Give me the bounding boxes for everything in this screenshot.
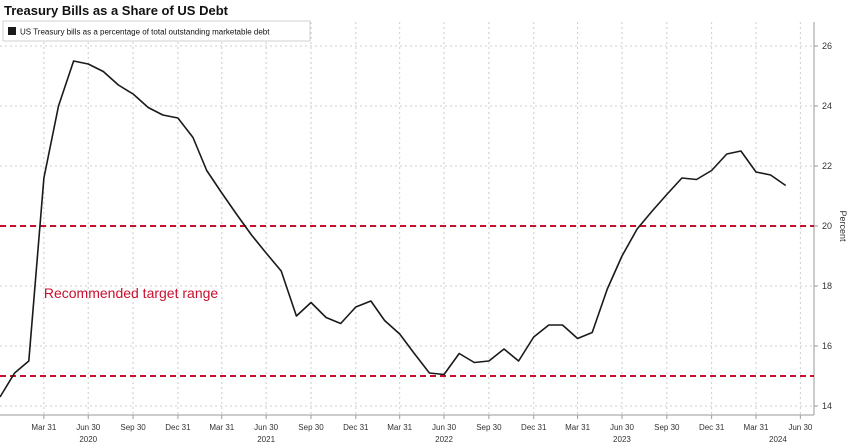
annotations: Recommended target range	[44, 285, 219, 301]
x-axis-ticks: Mar 31 Jun 30 Sep 30 Dec 31 Mar 31 Jun 30 Sep …	[31, 415, 813, 432]
y-tick-label: 24	[822, 101, 832, 111]
x-tick-label: Dec 31	[699, 423, 725, 432]
x-year-label: 2023	[613, 435, 631, 444]
y-tick-label: 16	[822, 341, 832, 351]
x-tick-label: Dec 31	[343, 423, 369, 432]
x-year-label: 2022	[435, 435, 453, 444]
x-tick-label: Sep 30	[298, 423, 324, 432]
y-axis-ticks: 14 16 18 20 22 24 26	[814, 41, 832, 411]
x-year-label: 2024	[769, 435, 787, 444]
x-tick-label: Mar 31	[209, 423, 234, 432]
series-lines	[0, 60, 787, 398]
y-tick-label: 14	[822, 401, 832, 411]
annotation-label: Recommended target range	[44, 285, 219, 301]
x-year-label: 2021	[257, 435, 275, 444]
x-tick-label: Mar 31	[31, 423, 56, 432]
y-tick-label: 20	[822, 221, 832, 231]
x-tick-label: Jun 30	[610, 423, 635, 432]
x-tick-label: Sep 30	[654, 423, 680, 432]
y-tick-label: 18	[822, 281, 832, 291]
reference-lines	[0, 225, 814, 377]
legend: US Treasury bills as a percentage of tot…	[2, 20, 311, 42]
x-tick-label: Jun 30	[76, 423, 101, 432]
legend-label: US Treasury bills as a percentage of tot…	[20, 28, 270, 37]
x-tick-label: Mar 31	[387, 423, 412, 432]
x-year-label: 2020	[79, 435, 97, 444]
x-tick-label: Sep 30	[476, 423, 502, 432]
chart-title: Treasury Bills as a Share of US Debt	[4, 3, 228, 18]
y-tick-label: 22	[822, 161, 832, 171]
x-axis-years: 2020 2021 2022 2023 2024	[79, 435, 787, 444]
x-tick-label: Jun 30	[254, 423, 279, 432]
gridlines	[0, 22, 815, 416]
x-tick-label: Sep 30	[120, 423, 146, 432]
x-tick-label: Jun 30	[432, 423, 457, 432]
legend-box	[2, 20, 311, 42]
y-axis-label: Percent	[838, 210, 848, 242]
y-tick-label: 26	[822, 41, 832, 51]
x-tick-label: Dec 31	[165, 423, 191, 432]
x-tick-label: Mar 31	[565, 423, 590, 432]
legend-swatch	[8, 27, 16, 35]
series-line	[0, 60, 787, 398]
x-tick-label: Mar 31	[744, 423, 769, 432]
x-tick-label: Dec 31	[521, 423, 547, 432]
x-tick-label: Jun 30	[788, 423, 813, 432]
